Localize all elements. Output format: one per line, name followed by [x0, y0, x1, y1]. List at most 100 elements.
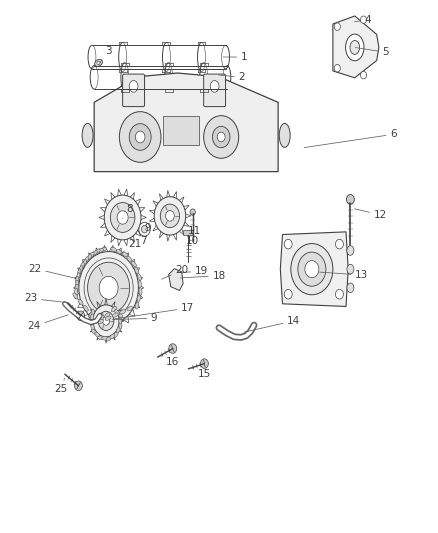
Ellipse shape — [138, 280, 141, 288]
Text: 8: 8 — [123, 205, 133, 219]
Ellipse shape — [119, 321, 122, 329]
Ellipse shape — [139, 288, 142, 295]
Ellipse shape — [95, 249, 100, 254]
Circle shape — [190, 209, 195, 215]
Ellipse shape — [98, 336, 104, 340]
Ellipse shape — [82, 124, 93, 147]
Ellipse shape — [117, 326, 120, 333]
Polygon shape — [333, 16, 379, 78]
Ellipse shape — [135, 131, 145, 143]
Text: 4: 4 — [354, 15, 371, 25]
Ellipse shape — [129, 80, 138, 92]
Circle shape — [360, 71, 367, 79]
Polygon shape — [280, 232, 348, 306]
Text: 9: 9 — [113, 313, 158, 323]
Text: 12: 12 — [354, 209, 387, 220]
Ellipse shape — [90, 314, 94, 321]
Ellipse shape — [84, 256, 89, 263]
Ellipse shape — [92, 251, 97, 255]
Text: 1: 1 — [223, 52, 247, 62]
Ellipse shape — [347, 246, 354, 255]
Ellipse shape — [212, 126, 230, 148]
Text: 10: 10 — [186, 236, 199, 246]
Ellipse shape — [204, 116, 239, 158]
Circle shape — [74, 381, 82, 391]
Ellipse shape — [137, 295, 141, 302]
Ellipse shape — [101, 247, 106, 252]
Circle shape — [334, 64, 340, 72]
Text: 7: 7 — [136, 233, 147, 246]
Text: 13: 13 — [319, 270, 368, 280]
Circle shape — [98, 311, 114, 330]
Ellipse shape — [83, 305, 88, 311]
Circle shape — [141, 225, 148, 233]
Ellipse shape — [89, 319, 93, 326]
Circle shape — [284, 239, 292, 249]
Ellipse shape — [347, 283, 354, 293]
Polygon shape — [163, 116, 199, 145]
Ellipse shape — [119, 317, 122, 324]
Ellipse shape — [102, 336, 108, 340]
Ellipse shape — [106, 336, 112, 341]
Circle shape — [201, 359, 208, 368]
Circle shape — [336, 289, 343, 299]
Ellipse shape — [98, 319, 104, 324]
Ellipse shape — [95, 60, 102, 66]
Ellipse shape — [279, 124, 290, 147]
FancyBboxPatch shape — [184, 230, 193, 236]
Circle shape — [88, 262, 130, 313]
Ellipse shape — [127, 256, 132, 262]
Ellipse shape — [210, 80, 219, 92]
Text: 23: 23 — [24, 294, 65, 303]
Ellipse shape — [114, 330, 118, 337]
Ellipse shape — [217, 132, 225, 142]
Ellipse shape — [91, 309, 94, 316]
Text: 3: 3 — [100, 46, 112, 63]
Ellipse shape — [86, 255, 92, 260]
Ellipse shape — [122, 252, 128, 256]
Ellipse shape — [98, 248, 103, 253]
Circle shape — [169, 344, 177, 353]
Polygon shape — [94, 73, 278, 172]
Ellipse shape — [78, 269, 81, 276]
Circle shape — [298, 252, 326, 286]
Circle shape — [291, 244, 333, 295]
Ellipse shape — [111, 306, 117, 312]
Ellipse shape — [79, 266, 83, 272]
Ellipse shape — [117, 312, 123, 318]
Ellipse shape — [105, 316, 111, 320]
Ellipse shape — [80, 262, 85, 269]
Ellipse shape — [89, 311, 95, 317]
Ellipse shape — [77, 273, 80, 280]
FancyBboxPatch shape — [123, 74, 145, 107]
Circle shape — [336, 239, 343, 249]
Text: 11: 11 — [187, 226, 201, 236]
Ellipse shape — [129, 124, 151, 150]
Circle shape — [93, 305, 119, 337]
Ellipse shape — [346, 34, 364, 61]
Ellipse shape — [75, 280, 78, 288]
Text: 25: 25 — [55, 378, 68, 394]
Circle shape — [139, 222, 150, 236]
Circle shape — [360, 16, 367, 23]
Text: 20: 20 — [162, 265, 188, 279]
Circle shape — [346, 195, 354, 204]
Text: 19: 19 — [177, 266, 208, 276]
Text: 16: 16 — [161, 356, 179, 367]
Text: 5: 5 — [355, 47, 389, 57]
Ellipse shape — [91, 324, 95, 330]
Ellipse shape — [350, 41, 360, 54]
Ellipse shape — [76, 276, 79, 284]
Text: 2: 2 — [219, 72, 245, 82]
Circle shape — [160, 204, 180, 228]
Circle shape — [284, 289, 292, 299]
Ellipse shape — [92, 329, 97, 335]
Ellipse shape — [74, 288, 78, 295]
Text: 17: 17 — [113, 303, 194, 319]
Ellipse shape — [131, 261, 136, 267]
Polygon shape — [169, 269, 183, 290]
Ellipse shape — [113, 313, 118, 317]
Circle shape — [334, 23, 340, 30]
Circle shape — [79, 252, 138, 324]
Ellipse shape — [111, 247, 117, 252]
